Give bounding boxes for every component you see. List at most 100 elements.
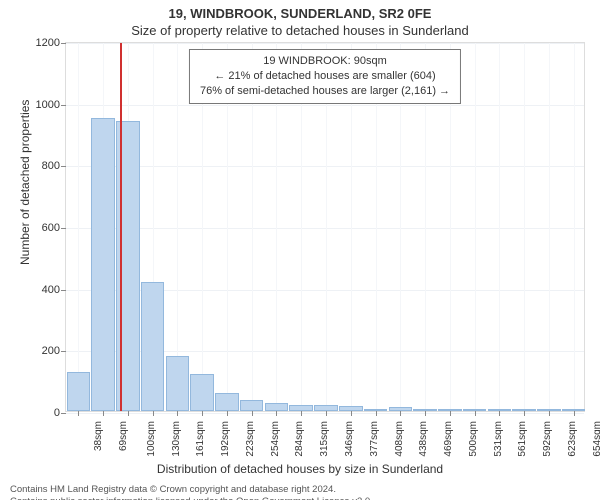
x-tick-label: 654sqm [591, 421, 600, 457]
histogram-bar [314, 405, 338, 411]
x-tick-mark [153, 411, 154, 416]
footer-line-2: Contains public sector information licen… [10, 496, 590, 500]
x-tick-label: 438sqm [418, 421, 429, 457]
y-tick-label: 600 [42, 222, 60, 234]
histogram-bar [463, 409, 487, 411]
x-tick-mark [276, 411, 277, 416]
histogram-bar [190, 374, 214, 411]
annotation-line-3: 76% of semi-detached houses are larger (… [200, 84, 450, 99]
x-tick-label: 346sqm [344, 421, 355, 457]
x-tick-label: 377sqm [369, 421, 380, 457]
x-tick-mark [574, 411, 575, 416]
x-tick-mark [549, 411, 550, 416]
vgridline [524, 43, 525, 411]
x-tick-label: 623sqm [567, 421, 578, 457]
annotation-line-2: ← 21% of detached houses are smaller (60… [200, 69, 450, 84]
x-tick-label: 192sqm [220, 421, 231, 457]
gridline [66, 105, 584, 106]
y-tick-mark [61, 413, 66, 414]
x-tick-mark [425, 411, 426, 416]
x-tick-mark [252, 411, 253, 416]
x-tick-label: 284sqm [294, 421, 305, 457]
property-marker-line [120, 43, 122, 411]
histogram-bar [166, 356, 190, 412]
y-tick-mark [61, 351, 66, 352]
x-tick-label: 531sqm [492, 421, 503, 457]
page-title: 19, WINDBROOK, SUNDERLAND, SR2 0FE [0, 0, 600, 21]
y-tick-label: 0 [54, 407, 60, 419]
y-tick-label: 200 [42, 345, 60, 357]
y-tick-mark [61, 228, 66, 229]
histogram-bar [389, 407, 413, 411]
page-subtitle: Size of property relative to detached ho… [0, 21, 600, 42]
x-tick-mark [301, 411, 302, 416]
y-tick-label: 1200 [36, 37, 60, 49]
x-tick-label: 130sqm [170, 421, 181, 457]
x-tick-mark [202, 411, 203, 416]
histogram-bar [91, 118, 115, 411]
x-tick-mark [524, 411, 525, 416]
vgridline [78, 43, 79, 411]
footer-attribution: Contains HM Land Registry data © Crown c… [0, 476, 600, 500]
histogram-bar [265, 403, 289, 411]
histogram-bar [339, 406, 363, 411]
x-tick-mark [450, 411, 451, 416]
histogram-bar [364, 409, 388, 411]
x-tick-mark [376, 411, 377, 416]
x-tick-label: 315sqm [319, 421, 330, 457]
y-tick-mark [61, 105, 66, 106]
x-tick-mark [326, 411, 327, 416]
vgridline [475, 43, 476, 411]
x-tick-label: 69sqm [118, 421, 129, 451]
x-tick-label: 161sqm [195, 421, 206, 457]
chart-container: 19, WINDBROOK, SUNDERLAND, SR2 0FE Size … [0, 0, 600, 500]
y-tick-label: 800 [42, 160, 60, 172]
y-tick-mark [61, 43, 66, 44]
x-tick-mark [128, 411, 129, 416]
histogram-bar [215, 393, 239, 412]
x-tick-label: 500sqm [468, 421, 479, 457]
histogram-bar [438, 409, 462, 411]
gridline [66, 228, 584, 229]
vgridline [574, 43, 575, 411]
histogram-bar [413, 409, 437, 411]
x-tick-mark [499, 411, 500, 416]
y-tick-mark [61, 166, 66, 167]
vgridline [499, 43, 500, 411]
x-tick-mark [400, 411, 401, 416]
vgridline [549, 43, 550, 411]
x-tick-label: 561sqm [517, 421, 528, 457]
histogram-bar [488, 409, 512, 411]
x-tick-mark [351, 411, 352, 416]
histogram-bar [562, 409, 586, 411]
x-tick-mark [103, 411, 104, 416]
plot-area-wrapper: 02004006008001000120038sqm69sqm100sqm130… [65, 42, 585, 412]
x-axis-label: Distribution of detached houses by size … [0, 462, 600, 476]
histogram-bar [141, 282, 165, 412]
x-tick-label: 223sqm [245, 421, 256, 457]
x-tick-label: 592sqm [542, 421, 553, 457]
annotation-line-1: 19 WINDBROOK: 90sqm [200, 54, 450, 69]
y-tick-mark [61, 290, 66, 291]
x-tick-mark [475, 411, 476, 416]
y-tick-label: 400 [42, 284, 60, 296]
histogram-bar [512, 409, 536, 411]
footer-line-1: Contains HM Land Registry data © Crown c… [10, 484, 590, 496]
x-tick-label: 100sqm [146, 421, 157, 457]
x-tick-mark [177, 411, 178, 416]
gridline [66, 166, 584, 167]
gridline [66, 43, 584, 44]
gridline [66, 413, 584, 414]
x-tick-mark [78, 411, 79, 416]
x-tick-label: 408sqm [393, 421, 404, 457]
x-tick-label: 254sqm [269, 421, 280, 457]
annotation-box: 19 WINDBROOK: 90sqm← 21% of detached hou… [189, 49, 461, 104]
histogram-bar [240, 400, 264, 411]
histogram-bar [289, 405, 313, 411]
histogram-bar [537, 409, 561, 411]
histogram-bar [67, 372, 91, 411]
x-tick-mark [227, 411, 228, 416]
plot-area: 02004006008001000120038sqm69sqm100sqm130… [65, 42, 585, 412]
y-tick-label: 1000 [36, 99, 60, 111]
y-axis-label: Number of detached properties [18, 100, 32, 265]
